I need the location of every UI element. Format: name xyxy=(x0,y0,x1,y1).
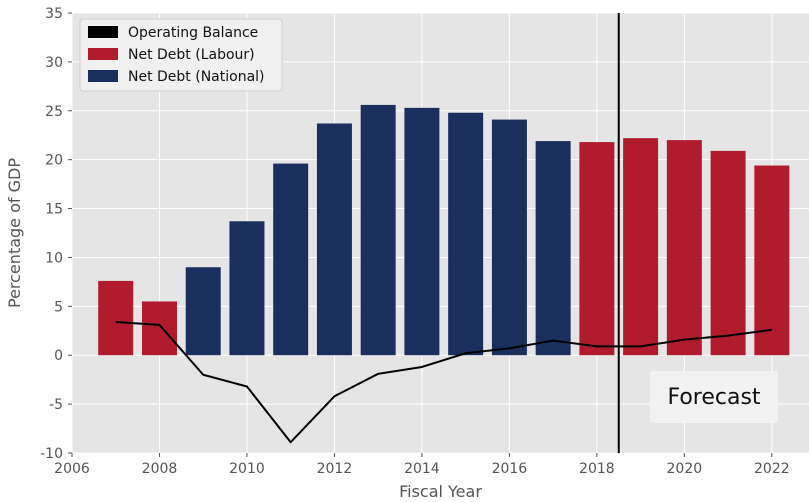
bar xyxy=(710,150,746,356)
bar xyxy=(448,112,484,356)
x-tick-label: 2006 xyxy=(54,461,90,477)
y-axis-title: Percentage of GDP xyxy=(5,158,24,308)
forecast-label: Forecast xyxy=(667,385,760,410)
bar xyxy=(360,104,396,356)
legend-label: Net Debt (National) xyxy=(128,69,265,85)
bar xyxy=(535,141,571,356)
bar xyxy=(98,280,134,356)
forecast-annotation-box xyxy=(650,371,778,423)
bar xyxy=(666,140,702,356)
bar xyxy=(491,119,527,356)
bar xyxy=(404,107,440,356)
legend-swatch xyxy=(88,26,118,38)
y-tick-label: 5 xyxy=(54,299,63,315)
bar-series xyxy=(98,104,790,356)
y-tick-label: 0 xyxy=(54,348,63,364)
bar xyxy=(273,163,309,356)
y-tick-label: -5 xyxy=(49,397,63,413)
y-tick-label: 20 xyxy=(45,153,63,169)
y-axis-ticks: -10 -5 0 5 10 15 20 25 30 35 xyxy=(40,6,72,462)
bar xyxy=(754,165,790,356)
y-tick-label: 30 xyxy=(45,55,63,71)
legend-label: Net Debt (Labour) xyxy=(128,47,255,63)
y-tick-label: 15 xyxy=(45,202,63,218)
x-tick-label: 2016 xyxy=(492,461,528,477)
bar xyxy=(141,301,177,356)
legend-swatch xyxy=(88,70,118,82)
x-axis-ticks: 2006 2008 2010 2012 2014 2016 2018 2020 2022 xyxy=(54,453,790,477)
x-tick-label: 2008 xyxy=(142,461,178,477)
forecast-annotation: Forecast xyxy=(650,371,778,423)
legend-label: Operating Balance xyxy=(128,25,258,41)
y-tick-label: -10 xyxy=(40,446,63,462)
x-tick-label: 2022 xyxy=(754,461,790,477)
bar xyxy=(316,123,352,356)
bar xyxy=(185,267,221,356)
operating-balance-line xyxy=(115,320,772,444)
x-axis-title: Fiscal Year xyxy=(399,482,482,501)
x-tick-label: 2014 xyxy=(404,461,440,477)
bar xyxy=(229,221,265,356)
x-tick-label: 2018 xyxy=(579,461,615,477)
y-tick-label: 25 xyxy=(45,104,63,120)
y-tick-label: 10 xyxy=(45,250,63,266)
bar xyxy=(623,138,659,356)
x-tick-label: 2012 xyxy=(317,461,353,477)
y-tick-label: 35 xyxy=(45,6,63,22)
x-tick-label: 2010 xyxy=(229,461,265,477)
line-series xyxy=(115,320,772,444)
x-tick-label: 2020 xyxy=(667,461,703,477)
legend: Operating Balance Net Debt (Labour) Net De… xyxy=(79,18,283,92)
legend-swatch xyxy=(88,48,118,60)
legend-box xyxy=(79,18,283,92)
bar xyxy=(579,142,615,356)
